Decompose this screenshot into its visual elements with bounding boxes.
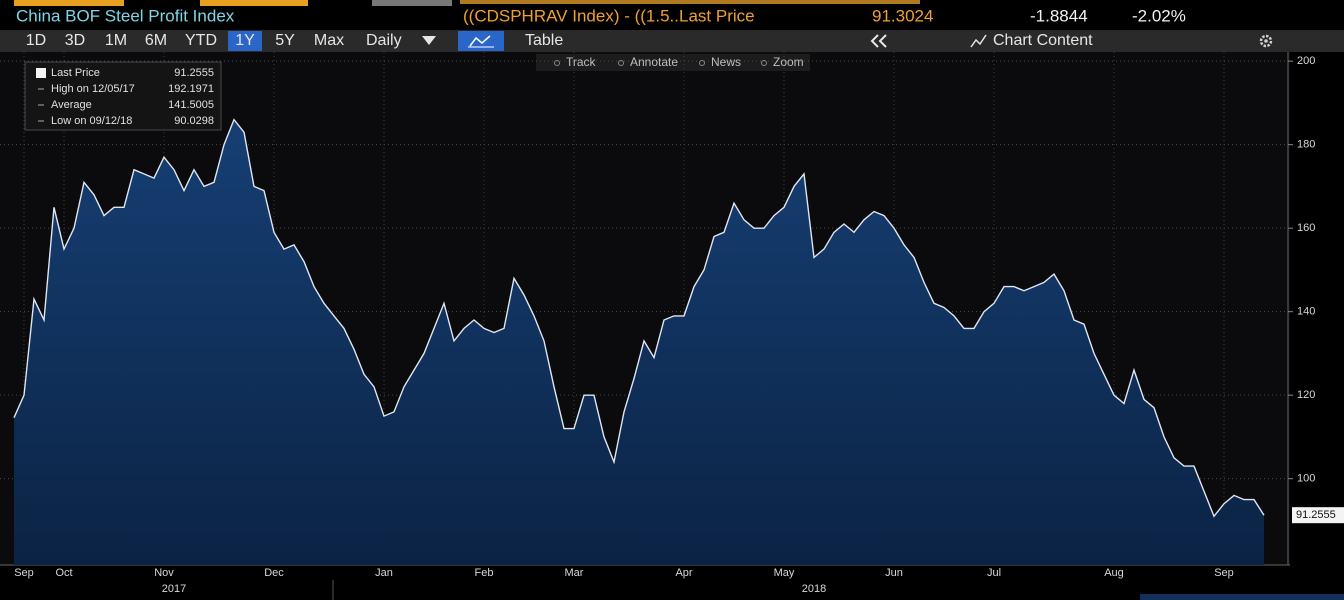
y-tick-label: 200 bbox=[1297, 55, 1315, 67]
y-tick-label: 160 bbox=[1297, 222, 1315, 234]
chart-tool[interactable]: Annotate bbox=[630, 55, 678, 69]
legend-value: 192.1971 bbox=[168, 83, 214, 95]
chart-tool[interactable]: Zoom bbox=[773, 55, 804, 69]
legend-box bbox=[24, 61, 222, 131]
x-tick-label: Sep bbox=[1214, 567, 1234, 579]
year-label: 2018 bbox=[802, 583, 826, 595]
frequency-button[interactable]: Daily bbox=[366, 32, 402, 49]
range-button[interactable]: YTD bbox=[185, 32, 217, 49]
x-tick-label: Apr bbox=[675, 567, 692, 579]
x-tick-label: Oct bbox=[55, 567, 72, 579]
cropped-field bbox=[14, 0, 124, 6]
settings-icon[interactable] bbox=[1259, 34, 1273, 48]
legend-label: Low on 09/12/18 bbox=[51, 115, 132, 127]
range-button[interactable]: 1Y bbox=[235, 32, 255, 49]
last-price: 91.3024 bbox=[872, 6, 933, 25]
x-tick-label: Feb bbox=[475, 567, 494, 579]
tool-icon bbox=[554, 60, 560, 66]
chart-mode-button[interactable] bbox=[458, 31, 504, 51]
y-tick-label: 120 bbox=[1297, 389, 1315, 401]
ui: China BOF Steel Profit Index ((CDSPHRAV I… bbox=[14, 6, 1344, 595]
last-value-label: 91.2555 bbox=[1296, 509, 1336, 521]
collapse-icon[interactable] bbox=[870, 34, 887, 48]
legend-label: Last Price bbox=[51, 67, 100, 79]
selected-range-bg bbox=[228, 31, 262, 51]
line bbox=[13, 118, 1265, 518]
last-value-tag bbox=[1292, 507, 1344, 524]
range-button[interactable]: 6M bbox=[145, 32, 167, 49]
table-button[interactable]: Table bbox=[525, 32, 563, 49]
tool-icon bbox=[699, 60, 705, 66]
range-button[interactable]: 3D bbox=[65, 32, 85, 49]
x-tick-label: Nov bbox=[154, 567, 174, 579]
legend-value: 90.0298 bbox=[174, 115, 214, 127]
x-tick-label: Sep bbox=[14, 567, 34, 579]
cropped-field bbox=[200, 0, 308, 6]
year-label: 2017 bbox=[162, 583, 186, 595]
settings-icon bbox=[1264, 39, 1268, 43]
x-tick-label: Jan bbox=[375, 567, 393, 579]
title: China BOF Steel Profit Index bbox=[16, 6, 235, 25]
toolbar bbox=[0, 30, 1344, 52]
legend-label: Average bbox=[51, 99, 92, 111]
change-pct: -2.02% bbox=[1132, 6, 1186, 25]
tool-icon bbox=[761, 60, 767, 66]
range-button[interactable]: 1D bbox=[26, 32, 46, 49]
legend-value: 141.5005 bbox=[168, 99, 214, 111]
tool-icon bbox=[618, 60, 624, 66]
area bbox=[14, 119, 1264, 565]
range-button[interactable]: 1M bbox=[105, 32, 127, 49]
chart-tools-bar bbox=[536, 54, 810, 71]
chart-content-icon bbox=[970, 34, 987, 48]
y-tick-label: 140 bbox=[1297, 306, 1315, 318]
x-tick-label: Jul bbox=[987, 567, 1001, 579]
y-tick-label: 100 bbox=[1297, 473, 1315, 485]
chart-content-button[interactable]: Chart Content bbox=[993, 32, 1093, 49]
chart-tool[interactable]: News bbox=[711, 55, 741, 69]
cropped-field bbox=[372, 0, 452, 6]
x-tick-label: Jun bbox=[885, 567, 903, 579]
chart-icon bbox=[469, 35, 491, 47]
series bbox=[13, 118, 1265, 565]
legend-swatch bbox=[36, 68, 46, 78]
range-button[interactable]: Max bbox=[314, 32, 344, 49]
legend-value: 91.2555 bbox=[174, 67, 214, 79]
range-button[interactable]: 5Y bbox=[275, 32, 295, 49]
cropped-bar bbox=[1140, 594, 1344, 600]
x-tick-label: Mar bbox=[565, 567, 584, 579]
legend-label: High on 12/05/17 bbox=[51, 83, 135, 95]
ticker: ((CDSPHRAV Index) - ((1.5..Last Price bbox=[463, 6, 755, 25]
dropdown-arrow[interactable] bbox=[422, 36, 436, 45]
x-tick-label: Aug bbox=[1104, 567, 1124, 579]
cropped-field bbox=[460, 0, 920, 4]
change: -1.8844 bbox=[1030, 6, 1088, 25]
y-tick-label: 180 bbox=[1297, 139, 1315, 151]
x-tick-label: Dec bbox=[264, 567, 284, 579]
chart-tool[interactable]: Track bbox=[566, 55, 597, 69]
x-tick-label: May bbox=[774, 567, 795, 579]
